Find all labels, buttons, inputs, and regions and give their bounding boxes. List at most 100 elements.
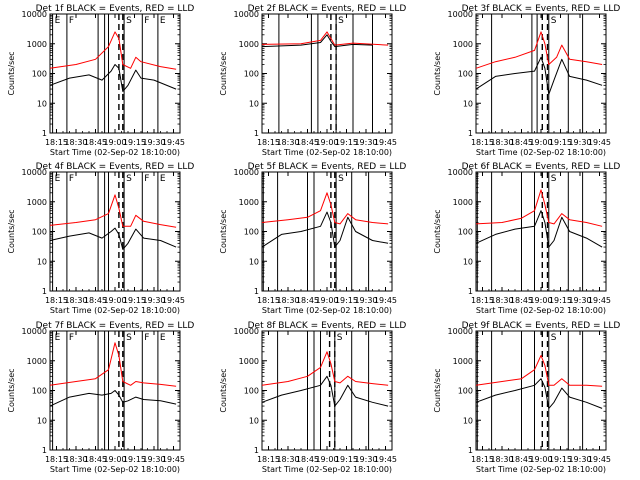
chart-title: Det 8f BLACK = Events, RED = LLD [248, 321, 407, 331]
x-tick-label: 18:45 [296, 296, 319, 305]
chart-panel-5: Det 5f BLACK = Events, RED = LLD 1 10 100 10… [219, 162, 406, 315]
y-tick-label: 100 [458, 70, 473, 79]
y-tick-label: 10 [37, 257, 47, 266]
series-line-events [49, 227, 177, 250]
y-tick-label: 100 [458, 387, 473, 396]
x-tick-label: 18:45 [510, 455, 533, 464]
y-tick-label: 10000 [448, 168, 473, 177]
series-line-events [49, 64, 177, 92]
x-tick-label: 19:45 [162, 138, 185, 147]
y-tick-label: 10000 [234, 168, 259, 177]
y-tick-label: 10 [37, 99, 47, 108]
y-tick-label: 1000 [27, 198, 47, 207]
y-tick-label: 1 [468, 287, 473, 296]
x-tick-label: 18:45 [84, 296, 107, 305]
interval-marker-label: F [144, 333, 149, 343]
series-line-events [475, 378, 603, 409]
x-tick-label: 19:30 [354, 296, 377, 305]
x-tick-label: 18:30 [490, 455, 513, 464]
interval-marker-label: S [338, 16, 344, 26]
series-line-events [49, 390, 177, 407]
x-tick-label: 18:15 [257, 455, 280, 464]
chart-panel-9: Det 9f BLACK = Events, RED = LLD 1 10 100 10… [433, 321, 620, 474]
x-axis-label: Start Time (02-Sep-02 18:10:00) [262, 465, 392, 474]
series-line-lld [49, 31, 177, 70]
x-tick-label: 18:45 [510, 138, 533, 147]
x-tick-label: 18:45 [510, 296, 533, 305]
x-tick-label: 18:30 [64, 296, 87, 305]
y-tick-label: 100 [244, 387, 259, 396]
x-tick-label: 18:30 [276, 296, 299, 305]
y-tick-label: 100 [244, 228, 259, 237]
x-axis-label: Start Time (02-Sep-02 18:10:00) [262, 148, 392, 157]
y-tick-label: 10000 [234, 10, 259, 19]
x-tick-label: 19:00 [315, 455, 338, 464]
interval-marker-label: F [144, 174, 149, 184]
interval-marker-label: E [160, 16, 166, 26]
x-axis-label: Start Time (02-Sep-02 18:10:00) [50, 465, 180, 474]
x-tick-label: 18:15 [471, 296, 494, 305]
x-tick-label: 19:00 [103, 455, 126, 464]
x-tick-label: 19:30 [568, 138, 591, 147]
x-tick-label: 18:30 [276, 138, 299, 147]
y-tick-label: 10000 [22, 168, 47, 177]
x-tick-label: 18:15 [45, 138, 68, 147]
x-tick-label: 19:45 [588, 138, 611, 147]
y-axis-label: Counts/sec [433, 368, 442, 412]
chart-panel-7: Det 7f BLACK = Events, RED = LLD 1 10 100 10… [7, 321, 194, 474]
y-tick-label: 10 [249, 99, 259, 108]
series-line-events [475, 210, 603, 248]
y-tick-label: 10 [249, 257, 259, 266]
y-axis-label: Counts/sec [7, 209, 16, 253]
x-axis-label: Start Time (02-Sep-02 18:10:00) [476, 148, 606, 157]
y-axis-label: Counts/sec [219, 209, 228, 253]
y-tick-label: 1000 [27, 357, 47, 366]
x-tick-label: 19:00 [529, 455, 552, 464]
y-tick-label: 1000 [239, 357, 259, 366]
y-axis-label: Counts/sec [7, 368, 16, 412]
y-tick-label: 100 [32, 70, 47, 79]
chart-title: Det 3f BLACK = Events, RED = LLD [462, 4, 621, 14]
x-tick-label: 18:30 [490, 138, 513, 147]
x-tick-label: 18:45 [84, 455, 107, 464]
series-line-lld [475, 31, 603, 69]
x-tick-label: 19:00 [529, 138, 552, 147]
interval-marker-label: S [551, 174, 557, 184]
interval-marker-label: S [126, 333, 132, 343]
x-tick-label: 19:15 [335, 455, 358, 464]
x-tick-label: 18:30 [64, 138, 87, 147]
x-tick-label: 18:45 [296, 138, 319, 147]
x-tick-label: 19:30 [142, 138, 165, 147]
y-tick-label: 1 [254, 446, 259, 455]
y-tick-label: 10 [463, 99, 473, 108]
x-tick-label: 19:15 [335, 138, 358, 147]
x-tick-label: 18:15 [45, 296, 68, 305]
series-line-lld [261, 351, 389, 386]
y-tick-label: 1000 [27, 40, 47, 49]
y-tick-label: 100 [32, 228, 47, 237]
x-tick-label: 19:45 [374, 455, 397, 464]
interval-marker-label: E [55, 16, 61, 26]
x-tick-label: 18:45 [296, 455, 319, 464]
x-tick-label: 19:45 [162, 455, 185, 464]
chart-title: Det 1f BLACK = Events, RED = LLD [36, 4, 195, 14]
x-tick-label: 18:30 [64, 455, 87, 464]
interval-marker-label: E [160, 333, 166, 343]
x-tick-label: 19:30 [142, 296, 165, 305]
interval-marker-label: S [338, 174, 344, 184]
x-tick-label: 19:00 [103, 296, 126, 305]
x-tick-label: 19:45 [374, 296, 397, 305]
chart-title: Det 7f BLACK = Events, RED = LLD [36, 321, 195, 331]
x-tick-label: 19:30 [568, 296, 591, 305]
y-tick-label: 100 [458, 228, 473, 237]
series-line-events [261, 375, 389, 407]
y-tick-label: 1000 [453, 357, 473, 366]
y-tick-label: 1 [254, 129, 259, 138]
y-tick-label: 10 [463, 257, 473, 266]
series-line-lld [261, 192, 389, 225]
y-tick-label: 1 [42, 129, 47, 138]
y-tick-label: 1 [254, 287, 259, 296]
x-tick-label: 19:15 [335, 296, 358, 305]
y-tick-label: 10000 [22, 10, 47, 19]
